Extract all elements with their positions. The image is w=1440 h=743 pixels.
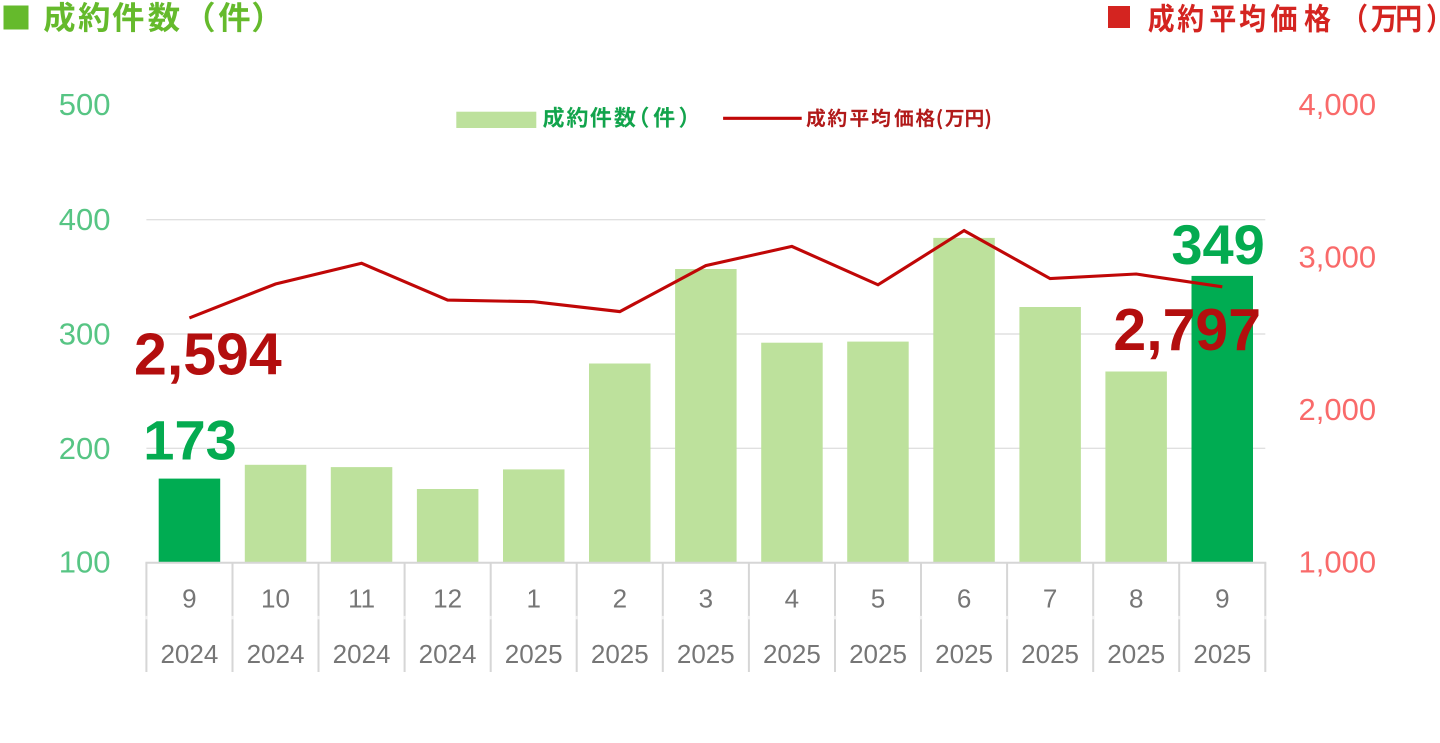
- svg-text:10: 10: [261, 583, 290, 613]
- svg-text:300: 300: [59, 317, 111, 352]
- svg-text:349: 349: [1171, 213, 1264, 276]
- svg-text:2025: 2025: [1107, 639, 1165, 669]
- svg-text:2025: 2025: [849, 639, 907, 669]
- svg-text:2,594: 2,594: [134, 322, 282, 388]
- svg-text:1: 1: [526, 583, 540, 613]
- svg-text:9: 9: [182, 583, 196, 613]
- svg-text:2025: 2025: [763, 639, 821, 669]
- svg-text:2024: 2024: [247, 639, 305, 669]
- svg-text:2024: 2024: [160, 639, 218, 669]
- svg-text:2025: 2025: [591, 639, 649, 669]
- svg-text:2024: 2024: [333, 639, 391, 669]
- svg-text:200: 200: [59, 431, 111, 466]
- svg-text:3,000: 3,000: [1299, 240, 1377, 275]
- svg-text:7: 7: [1043, 583, 1057, 613]
- svg-text:4: 4: [785, 583, 799, 613]
- svg-text:5: 5: [871, 583, 885, 613]
- svg-text:8: 8: [1129, 583, 1143, 613]
- svg-text:2025: 2025: [677, 639, 735, 669]
- svg-text:500: 500: [59, 87, 111, 122]
- svg-text:2,797: 2,797: [1113, 297, 1261, 363]
- svg-text:2024: 2024: [419, 639, 477, 669]
- svg-text:4,000: 4,000: [1299, 87, 1377, 122]
- svg-text:2,000: 2,000: [1299, 392, 1377, 427]
- svg-text:9: 9: [1215, 583, 1229, 613]
- svg-text:2025: 2025: [935, 639, 993, 669]
- svg-text:2: 2: [613, 583, 627, 613]
- svg-text:6: 6: [957, 583, 971, 613]
- svg-text:400: 400: [59, 202, 111, 237]
- svg-text:100: 100: [59, 545, 111, 580]
- svg-text:3: 3: [699, 583, 713, 613]
- svg-text:173: 173: [143, 409, 236, 472]
- svg-text:11: 11: [348, 583, 375, 613]
- svg-text:12: 12: [433, 583, 462, 613]
- svg-text:2025: 2025: [1193, 639, 1251, 669]
- svg-text:2025: 2025: [505, 639, 563, 669]
- svg-text:2025: 2025: [1021, 639, 1079, 669]
- svg-text:1,000: 1,000: [1299, 545, 1377, 580]
